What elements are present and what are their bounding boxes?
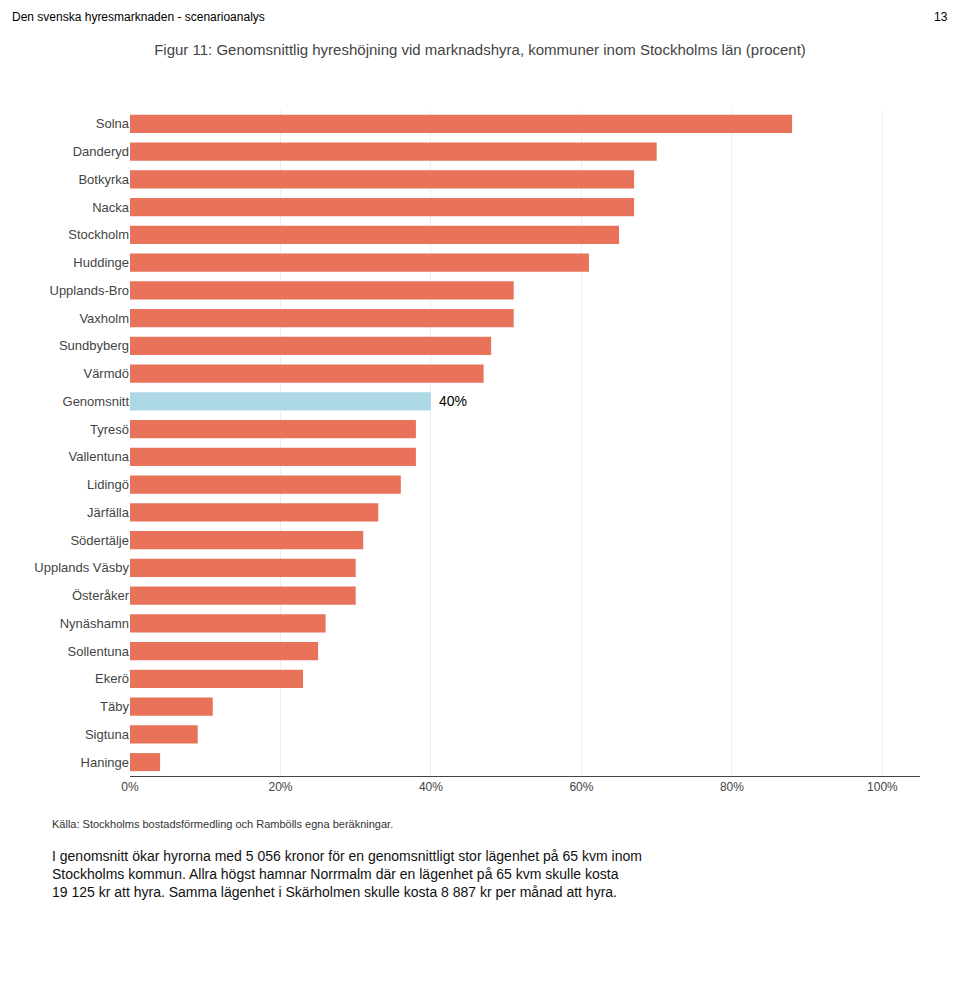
svg-text:Lidingö: Lidingö — [87, 477, 129, 492]
svg-text:Den svenska hyresmarknaden - s: Den svenska hyresmarknaden - scenarioana… — [12, 10, 265, 24]
svg-text:Sundbyberg: Sundbyberg — [59, 338, 129, 353]
svg-text:Haninge: Haninge — [81, 755, 129, 770]
svg-text:Huddinge: Huddinge — [73, 255, 129, 270]
svg-text:Upplands-Bro: Upplands-Bro — [50, 283, 130, 298]
svg-text:80%: 80% — [720, 780, 744, 794]
svg-text:Solna: Solna — [96, 116, 130, 131]
svg-text:Södertälje: Södertälje — [70, 533, 129, 548]
svg-text:Stockholm: Stockholm — [68, 227, 129, 242]
svg-text:40%: 40% — [419, 780, 443, 794]
svg-text:Figur 11: Genomsnittlig hyresh: Figur 11: Genomsnittlig hyreshöjning vid… — [154, 41, 806, 58]
svg-text:40%: 40% — [439, 393, 467, 409]
svg-text:Vaxholm: Vaxholm — [79, 311, 129, 326]
svg-text:Nacka: Nacka — [92, 200, 130, 215]
svg-text:100%: 100% — [867, 780, 898, 794]
svg-text:Tyresö: Tyresö — [90, 422, 129, 437]
svg-text:Täby: Täby — [100, 699, 129, 714]
svg-text:20%: 20% — [268, 780, 292, 794]
svg-text:Upplands Väsby: Upplands Väsby — [34, 560, 129, 575]
svg-text:Ekerö: Ekerö — [95, 671, 129, 686]
svg-text:Sigtuna: Sigtuna — [85, 727, 130, 742]
svg-text:Nynäshamn: Nynäshamn — [60, 616, 129, 631]
svg-text:0%: 0% — [121, 780, 139, 794]
svg-text:Källa: Stockholms bostadsförme: Källa: Stockholms bostadsförmedling och … — [52, 818, 393, 830]
svg-text:Botkyrka: Botkyrka — [78, 172, 129, 187]
svg-text:Sollentuna: Sollentuna — [68, 644, 130, 659]
svg-text:Järfälla: Järfälla — [87, 505, 130, 520]
svg-text:Vallentuna: Vallentuna — [69, 449, 130, 464]
svg-text:Värmdö: Värmdö — [83, 366, 129, 381]
svg-text:Danderyd: Danderyd — [73, 144, 129, 159]
svg-text:Österåker: Österåker — [72, 588, 130, 603]
svg-text:I genomsnitt ökar hyrorna med: I genomsnitt ökar hyrorna med 5 056 kron… — [52, 848, 642, 900]
svg-text:13: 13 — [934, 10, 948, 24]
svg-text:Genomsnitt: Genomsnitt — [63, 394, 130, 409]
svg-text:60%: 60% — [569, 780, 593, 794]
